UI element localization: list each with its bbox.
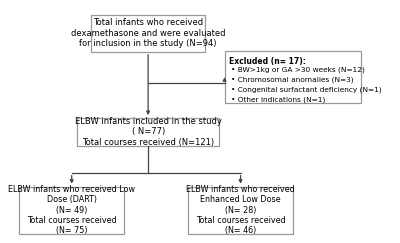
FancyBboxPatch shape — [77, 118, 219, 146]
FancyBboxPatch shape — [91, 15, 205, 52]
FancyBboxPatch shape — [188, 187, 293, 234]
Text: Excluded (n= 17):: Excluded (n= 17): — [229, 57, 306, 66]
Text: ELBW infants who received
Enhanced Low Dose
(N= 28)
Total courses received
(N= 4: ELBW infants who received Enhanced Low D… — [186, 185, 295, 235]
Text: • Chromosomal anomalies (N=3): • Chromosomal anomalies (N=3) — [231, 76, 354, 83]
Text: • BW>1kg or GA >30 weeks (N=12): • BW>1kg or GA >30 weeks (N=12) — [231, 66, 365, 73]
Text: • Other indications (N=1): • Other indications (N=1) — [231, 96, 325, 103]
Text: • Congenital surfactant deficiency (N=1): • Congenital surfactant deficiency (N=1) — [231, 86, 382, 93]
FancyBboxPatch shape — [19, 187, 124, 234]
FancyBboxPatch shape — [224, 51, 362, 103]
Text: ELBW infants who received Low
Dose (DART)
(N= 49)
Total courses received
(N= 75): ELBW infants who received Low Dose (DART… — [8, 185, 135, 235]
Text: ELBW infants included in the study
( N=77)
Total courses received (N=121): ELBW infants included in the study ( N=7… — [75, 117, 222, 147]
Text: Total infants who received
dexamethasone and were evaluated
for inclusion in the: Total infants who received dexamethasone… — [71, 18, 225, 48]
